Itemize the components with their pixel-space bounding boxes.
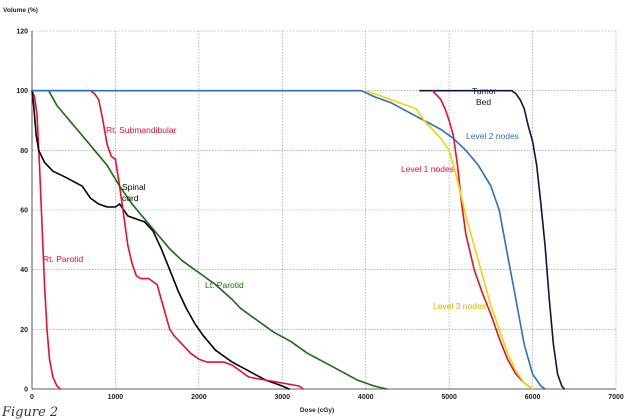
annotation-level-3-nodes: Level 3 nodes — [433, 301, 486, 311]
annotation-spinal: Spinal — [122, 182, 146, 192]
y-tick-label: 80 — [20, 148, 28, 155]
y-tick-label: 100 — [16, 88, 28, 95]
series-line-lt-parotid — [47, 89, 388, 390]
annotation-rt-parotid: Rt. Parotid — [43, 254, 83, 264]
x-tick-label: 4000 — [358, 394, 374, 401]
figure-caption: Figure 2 — [1, 405, 58, 420]
annotation-tumor: Tumor — [472, 86, 496, 96]
annotation-level-2-nodes: Level 2 nodes — [466, 131, 519, 141]
series-line-level-1-nodes — [431, 89, 534, 390]
annotation-rt-submandibular: Rt. Submandibular — [106, 125, 177, 135]
y-tick-label: 0 — [24, 387, 28, 394]
x-tick-label: 3000 — [274, 394, 290, 401]
series-group — [31, 89, 566, 390]
x-tick-label: 1000 — [108, 394, 124, 401]
annotation-cord: cord — [122, 193, 139, 203]
y-tick-label: 20 — [20, 327, 28, 334]
x-tick-label: 5000 — [441, 394, 457, 401]
annotation-level-1-nodes: Level 1 nodes — [401, 164, 454, 174]
series-line-level-2-nodes — [31, 89, 546, 390]
x-axis-title: Dose (cGy) — [300, 407, 334, 414]
y-axis-title: Volume (%) — [3, 7, 38, 14]
annotation-lt-parotid: Lt. Parotid — [205, 280, 244, 290]
annotation-bed: Bed — [476, 97, 491, 107]
series-line-tumor-bed — [419, 89, 566, 390]
series-line-rt-parotid — [31, 89, 62, 390]
series-line-level-3-nodes — [364, 89, 534, 390]
y-tick-label: 60 — [20, 208, 28, 215]
x-tick-label: 6000 — [525, 394, 541, 401]
y-tick-label: 40 — [20, 267, 28, 274]
x-tick-label: 2000 — [191, 394, 207, 401]
tick-labels: 0 1000 2000 3000 4000 5000 6000 7000 0 20 40 60 80 10… — [16, 29, 624, 402]
x-tick-label: 0 — [30, 394, 34, 401]
series-line-spinal-cord — [31, 89, 290, 390]
y-tick-label: 120 — [16, 29, 28, 36]
x-tick-label: 7000 — [608, 394, 624, 401]
series-line-rt-submandibular — [31, 89, 304, 390]
